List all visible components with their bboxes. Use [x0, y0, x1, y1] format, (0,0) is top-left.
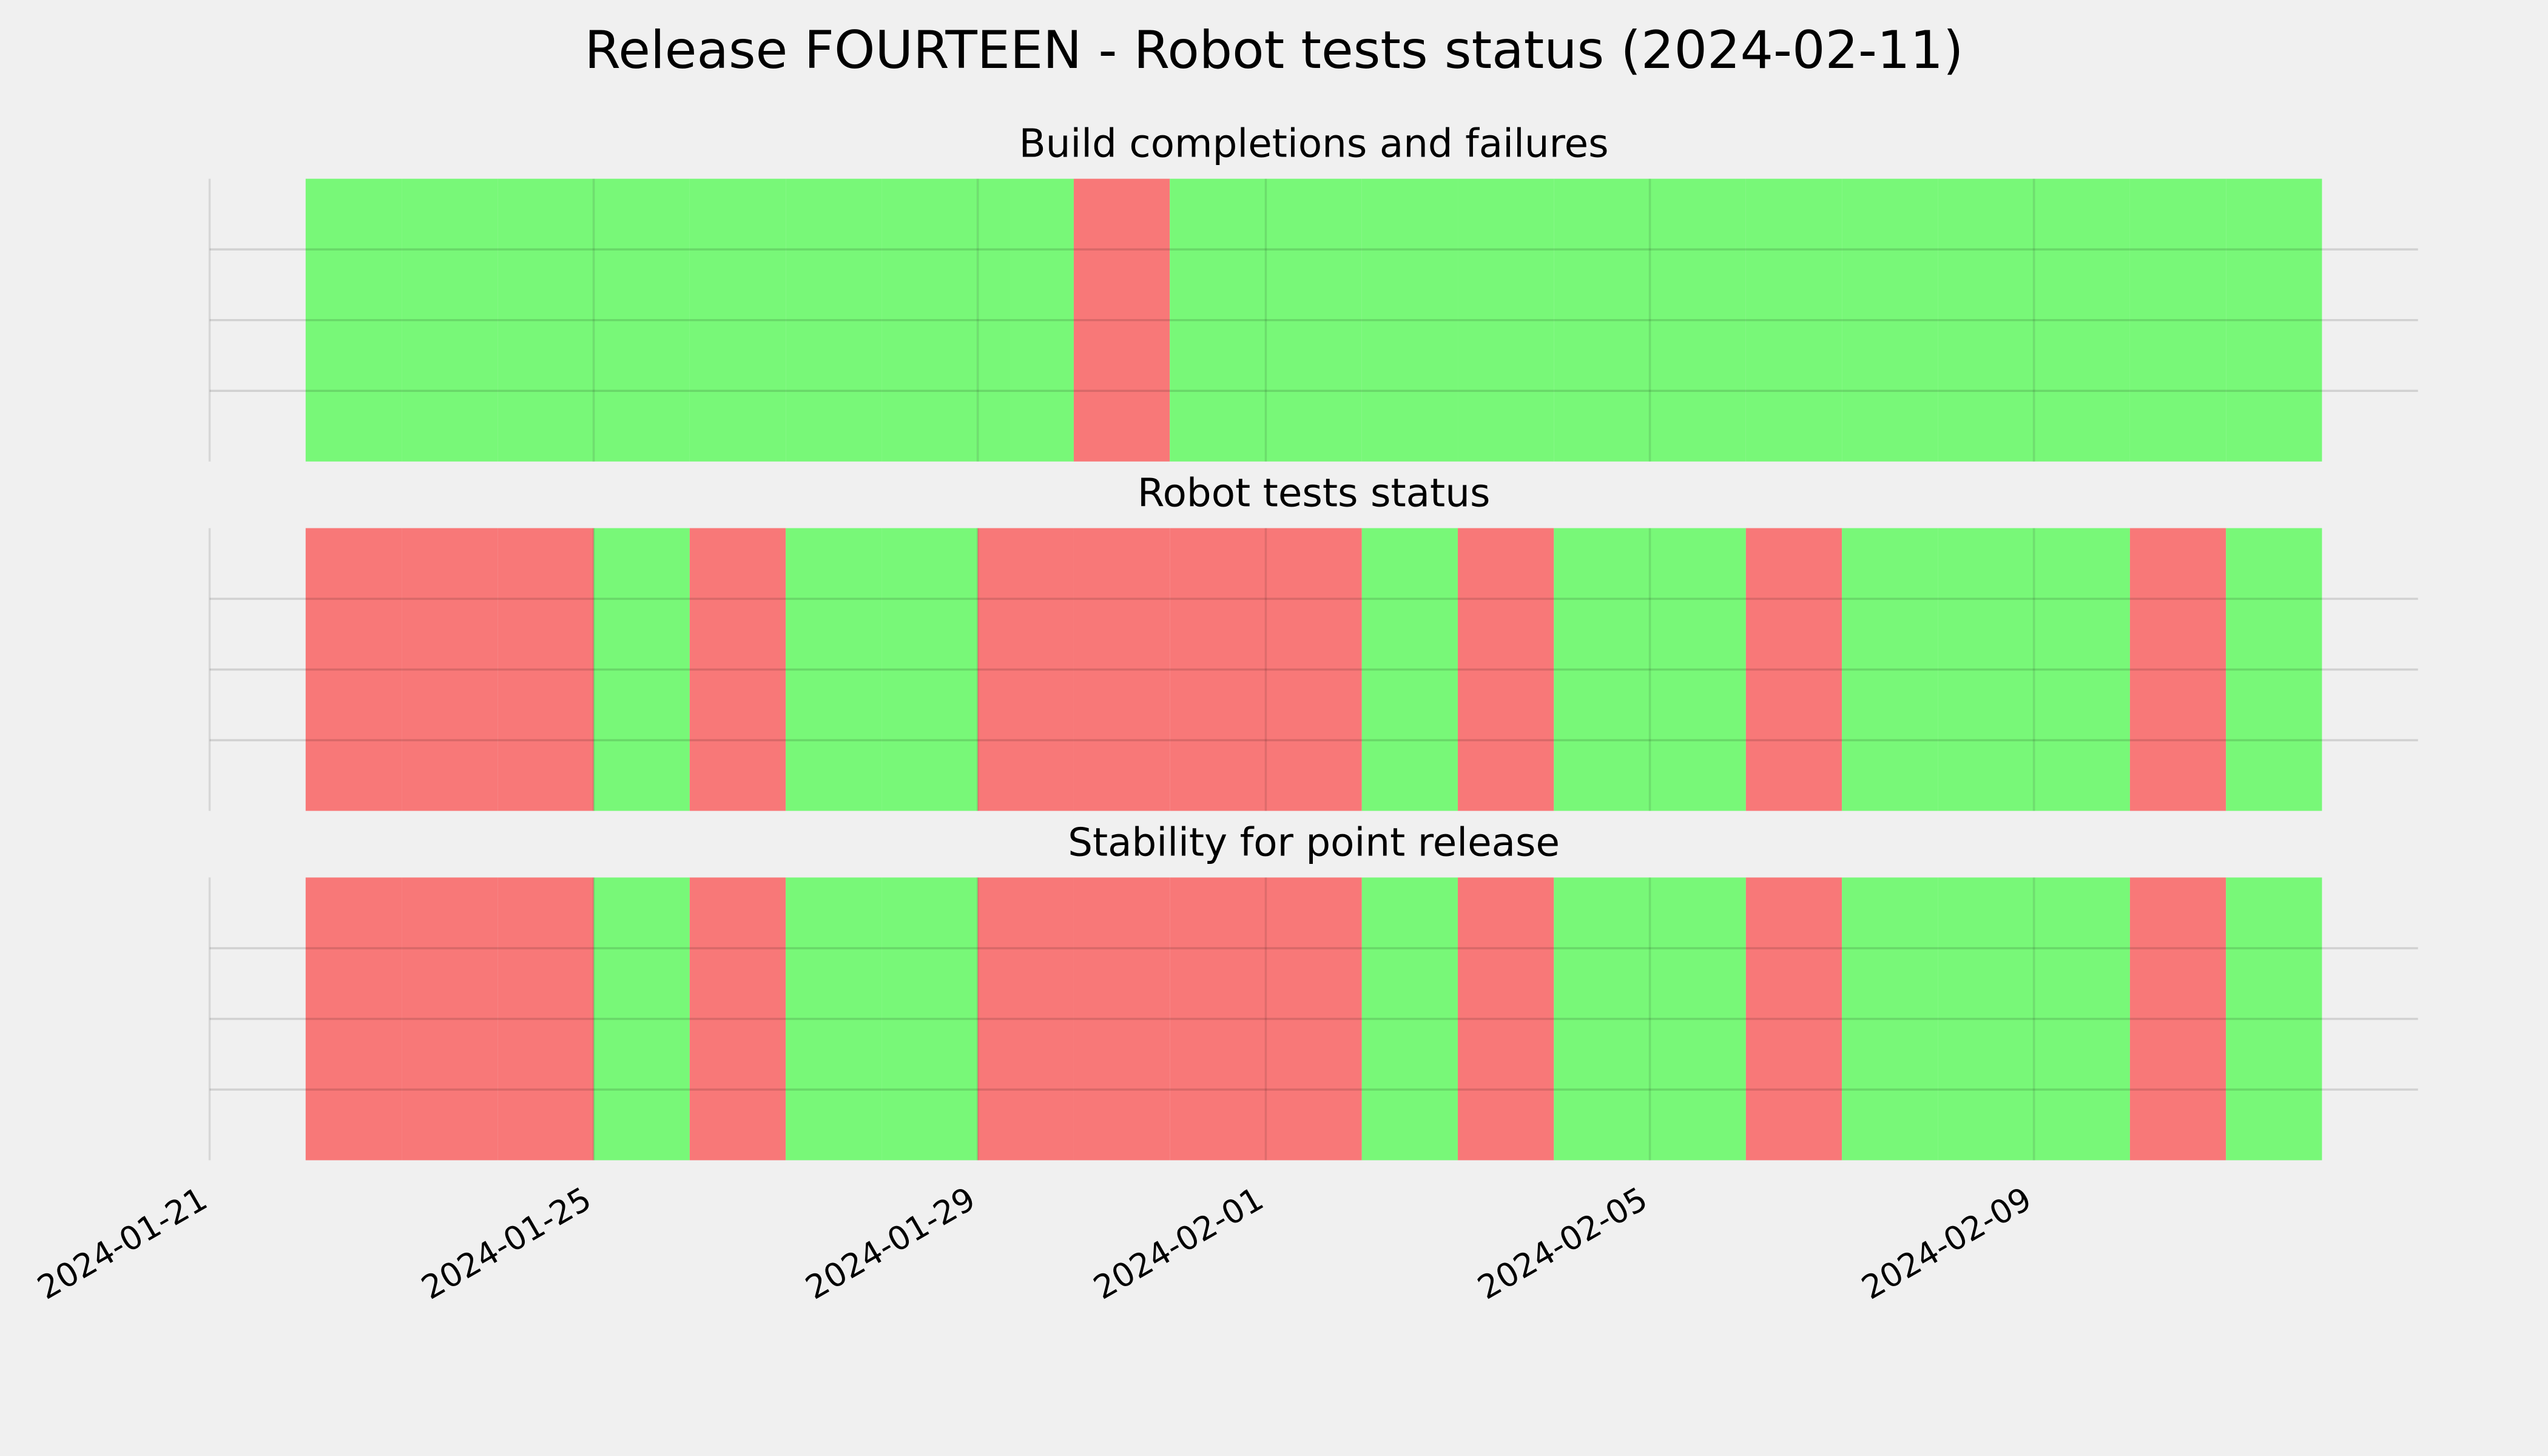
- status-bar: [1266, 178, 1362, 462]
- status-bar: [1458, 877, 1554, 1161]
- status-bar: [2129, 528, 2226, 811]
- status-bar: [305, 178, 402, 462]
- status-bar: [1842, 528, 1938, 811]
- status-bar: [2226, 877, 2322, 1161]
- status-bar: [305, 528, 402, 811]
- status-bar: [1458, 528, 1554, 811]
- status-bar: [1650, 877, 1746, 1161]
- status-bar: [593, 877, 690, 1161]
- status-bar: [1266, 877, 1362, 1161]
- status-bar: [1554, 877, 1650, 1161]
- status-bar: [1170, 877, 1266, 1161]
- status-bar: [881, 528, 978, 811]
- status-bar: [881, 877, 978, 1161]
- subplot-title: Robot tests status: [1138, 471, 1491, 516]
- status-bar: [1842, 178, 1938, 462]
- status-bar: [881, 178, 978, 462]
- status-bar: [1361, 877, 1458, 1161]
- status-bar: [402, 877, 498, 1161]
- status-bar: [689, 178, 786, 462]
- subplot-title: Stability for point release: [1068, 820, 1560, 865]
- status-bar: [1745, 877, 1842, 1161]
- status-bar: [497, 877, 594, 1161]
- status-bar: [1650, 178, 1746, 462]
- status-bar: [1650, 528, 1746, 811]
- status-bar: [305, 877, 402, 1161]
- status-bar: [1170, 528, 1266, 811]
- status-bar: [1266, 528, 1362, 811]
- status-bar: [1938, 877, 2034, 1161]
- status-bar: [593, 178, 690, 462]
- status-bar: [1170, 178, 1266, 462]
- status-bar: [2034, 528, 2130, 811]
- status-bar: [689, 528, 786, 811]
- subplot-title: Build completions and failures: [1019, 121, 1609, 167]
- status-bar: [1554, 178, 1650, 462]
- status-bar: [786, 178, 882, 462]
- status-bar: [2129, 877, 2226, 1161]
- status-bar: [497, 528, 594, 811]
- status-bar: [1073, 178, 1170, 462]
- status-bar: [402, 178, 498, 462]
- status-bar: [1842, 877, 1938, 1161]
- status-bar: [1361, 178, 1458, 462]
- status-bar: [1073, 528, 1170, 811]
- status-bar: [977, 528, 1074, 811]
- status-bar: [1745, 178, 1842, 462]
- status-bar: [1745, 528, 1842, 811]
- status-bar: [2226, 178, 2322, 462]
- status-bar: [977, 877, 1074, 1161]
- chart-title: Release FOURTEEN - Robot tests status (2…: [585, 20, 1964, 81]
- status-bar: [786, 877, 882, 1161]
- status-bar: [593, 528, 690, 811]
- status-bar: [1361, 528, 1458, 811]
- status-bar: [1458, 178, 1554, 462]
- status-bar: [689, 877, 786, 1161]
- status-bar: [2226, 528, 2322, 811]
- status-bar: [497, 178, 594, 462]
- status-bar: [1938, 528, 2034, 811]
- status-bar: [1554, 528, 1650, 811]
- status-bar: [402, 528, 498, 811]
- status-bar: [2034, 178, 2130, 462]
- status-bar: [2034, 877, 2130, 1161]
- status-bar: [977, 178, 1074, 462]
- status-bar: [1938, 178, 2034, 462]
- status-bar: [1073, 877, 1170, 1161]
- status-bar: [786, 528, 882, 811]
- status-bar: [2129, 178, 2226, 462]
